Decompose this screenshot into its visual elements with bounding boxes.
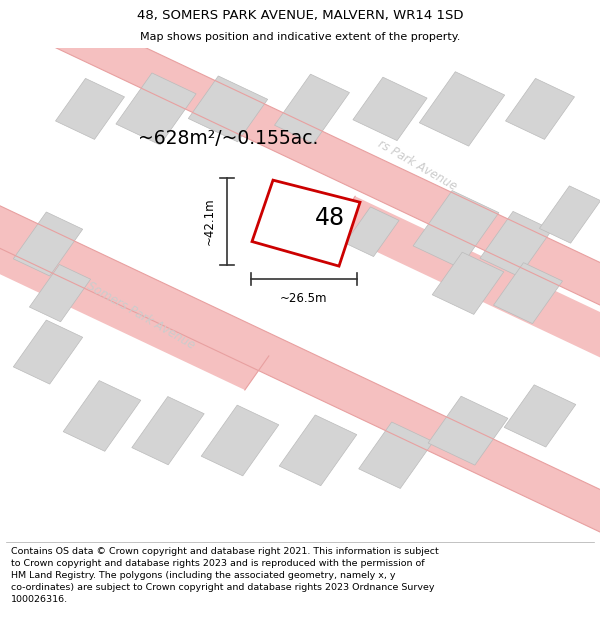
- Polygon shape: [275, 74, 349, 144]
- Text: Map shows position and indicative extent of the property.: Map shows position and indicative extent…: [140, 32, 460, 43]
- Text: rs Park Avenue: rs Park Avenue: [375, 138, 459, 193]
- Text: ~42.1m: ~42.1m: [202, 198, 215, 245]
- Text: ~628m²/~0.155ac.: ~628m²/~0.155ac.: [138, 129, 318, 148]
- Polygon shape: [63, 381, 141, 451]
- Polygon shape: [29, 264, 91, 322]
- Polygon shape: [252, 180, 360, 266]
- Polygon shape: [359, 422, 433, 489]
- Text: ~26.5m: ~26.5m: [280, 291, 328, 304]
- Polygon shape: [279, 415, 357, 486]
- Polygon shape: [13, 320, 83, 384]
- Polygon shape: [13, 212, 83, 276]
- Text: 48: 48: [315, 206, 345, 229]
- Text: Somers Park Avenue: Somers Park Avenue: [85, 279, 197, 351]
- Polygon shape: [504, 385, 576, 447]
- Polygon shape: [0, 147, 269, 390]
- Polygon shape: [419, 72, 505, 146]
- Polygon shape: [0, 122, 600, 548]
- Polygon shape: [116, 73, 196, 145]
- Polygon shape: [353, 78, 427, 141]
- Polygon shape: [201, 405, 279, 476]
- Polygon shape: [506, 78, 574, 139]
- Polygon shape: [480, 211, 552, 277]
- Text: 48, SOMERS PARK AVENUE, MALVERN, WR14 1SD: 48, SOMERS PARK AVENUE, MALVERN, WR14 1S…: [137, 9, 463, 22]
- Polygon shape: [428, 396, 508, 465]
- Polygon shape: [413, 191, 499, 268]
- Polygon shape: [331, 196, 600, 439]
- Polygon shape: [345, 207, 399, 256]
- Polygon shape: [0, 0, 600, 382]
- Polygon shape: [432, 253, 504, 314]
- Polygon shape: [188, 76, 268, 142]
- Polygon shape: [132, 396, 204, 465]
- Polygon shape: [494, 262, 562, 324]
- Polygon shape: [539, 186, 600, 243]
- Polygon shape: [56, 78, 124, 139]
- Text: Contains OS data © Crown copyright and database right 2021. This information is : Contains OS data © Crown copyright and d…: [11, 548, 439, 604]
